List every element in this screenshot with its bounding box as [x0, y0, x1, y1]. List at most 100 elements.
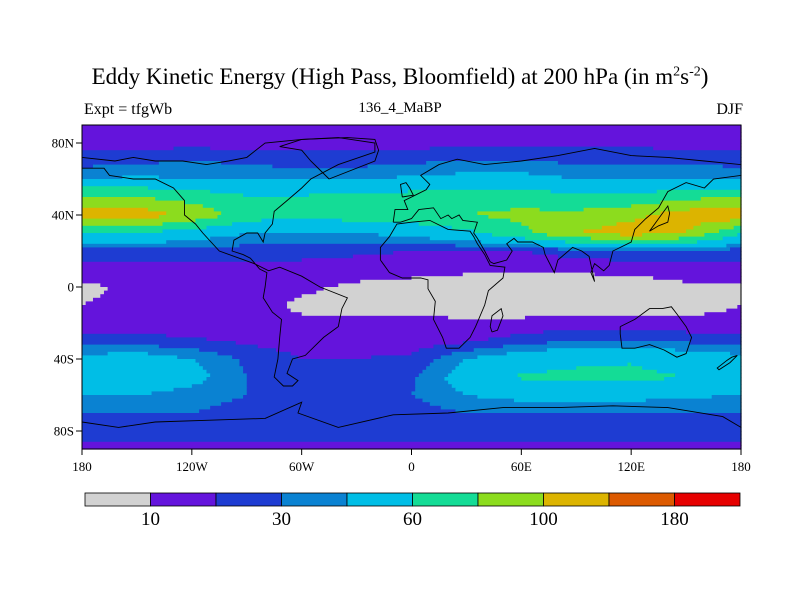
contour-cell [82, 326, 742, 331]
contour-cell [360, 279, 684, 284]
contour-cell [166, 211, 222, 216]
contour-cell [158, 344, 259, 349]
contour-cell [92, 164, 273, 169]
contour-cell [158, 215, 219, 220]
contour-cell [440, 405, 742, 410]
contour-cell [415, 387, 457, 392]
contour-cell [557, 161, 742, 166]
contour-cell [82, 330, 544, 335]
contour-cell [620, 233, 643, 238]
contour-cell [448, 380, 742, 385]
contour-cell [338, 283, 742, 288]
contour-cell [261, 218, 343, 223]
contour-cell [82, 359, 197, 364]
contour-cell [455, 387, 742, 392]
colorbar: 10 30 60 100 180 [84, 492, 741, 530]
contour-cell [221, 402, 431, 407]
contour-cell [561, 175, 742, 180]
contour-cell [82, 384, 193, 389]
contour-cell [82, 128, 742, 133]
contour-cell [396, 175, 563, 180]
contour-cell [576, 366, 643, 371]
contour-cell [243, 366, 427, 371]
contour-cell [411, 391, 464, 396]
x-tick-label: 120W [176, 459, 209, 474]
contour-cell [92, 297, 295, 302]
contour-cell [514, 398, 647, 403]
contour-cell [82, 445, 742, 450]
contour-cell [418, 222, 522, 227]
contour-cell [217, 351, 292, 356]
contour-cell [82, 222, 164, 227]
contour-cell [82, 233, 241, 238]
contour-cell [100, 283, 339, 288]
contour-cell [82, 175, 123, 180]
contour-cell [415, 380, 449, 385]
contour-cell [82, 420, 742, 425]
contour-cell [217, 215, 489, 220]
contour-cell [664, 377, 742, 382]
contour-cell [82, 315, 449, 320]
contour-cell [210, 236, 431, 241]
contour-cell [82, 369, 208, 374]
contour-cell [418, 348, 475, 353]
coastline [279, 137, 380, 180]
contour-cell [82, 341, 237, 346]
contour-cell [82, 373, 211, 378]
contour-cell [195, 359, 241, 364]
contour-cell [722, 164, 742, 169]
contour-cell [246, 384, 416, 389]
contour-cell [82, 427, 742, 432]
contour-cell [352, 254, 559, 259]
contour-cell [82, 395, 244, 400]
contour-cell [550, 189, 658, 194]
contour-cell [660, 211, 742, 216]
contour-cell [82, 243, 241, 248]
contour-cell [82, 283, 101, 288]
contour-cell [653, 276, 742, 281]
colorbar-swatch [412, 492, 479, 507]
contour-cell [221, 161, 427, 166]
contour-cell [656, 189, 742, 194]
contour-cell [506, 351, 731, 356]
contour-cell [287, 301, 742, 306]
contour-cell [415, 384, 453, 389]
contour-cell [82, 229, 164, 234]
contour-cell [257, 344, 435, 349]
contour-cell [631, 362, 742, 367]
contour-cell [82, 182, 742, 187]
contour-cell [210, 373, 248, 378]
contour-cell [719, 229, 742, 234]
contour-cell [199, 362, 241, 367]
contour-cell [82, 297, 94, 302]
contour-cell [82, 204, 204, 209]
y-tick-label: 80S [54, 424, 74, 439]
contour-cell [103, 290, 317, 295]
colorbar-swatch [150, 492, 217, 507]
contour-cell [429, 362, 460, 367]
contour-cell [528, 225, 603, 230]
contour-cell [393, 251, 533, 256]
contour-cell [634, 218, 731, 223]
contour-cell [451, 225, 530, 230]
contour-cell [642, 233, 705, 238]
contour-cell [524, 315, 742, 320]
contour-cell [155, 197, 702, 202]
contour-cell [158, 175, 398, 180]
coastline [400, 182, 414, 198]
contour-cell [451, 369, 548, 374]
contour-cell [82, 150, 742, 155]
contour-cell [371, 355, 442, 360]
contour-cell [82, 276, 413, 281]
contour-cell [532, 251, 742, 256]
contour-cell [82, 312, 303, 317]
contour-cell [678, 236, 724, 241]
contour-cell [656, 369, 742, 374]
contour-cell [316, 290, 742, 295]
contour-cell [517, 373, 676, 378]
contour-cell [82, 380, 204, 385]
contour-cell [733, 225, 742, 230]
contour-cell [82, 261, 742, 266]
contour-cell [82, 143, 742, 148]
contour-cell [239, 233, 380, 238]
